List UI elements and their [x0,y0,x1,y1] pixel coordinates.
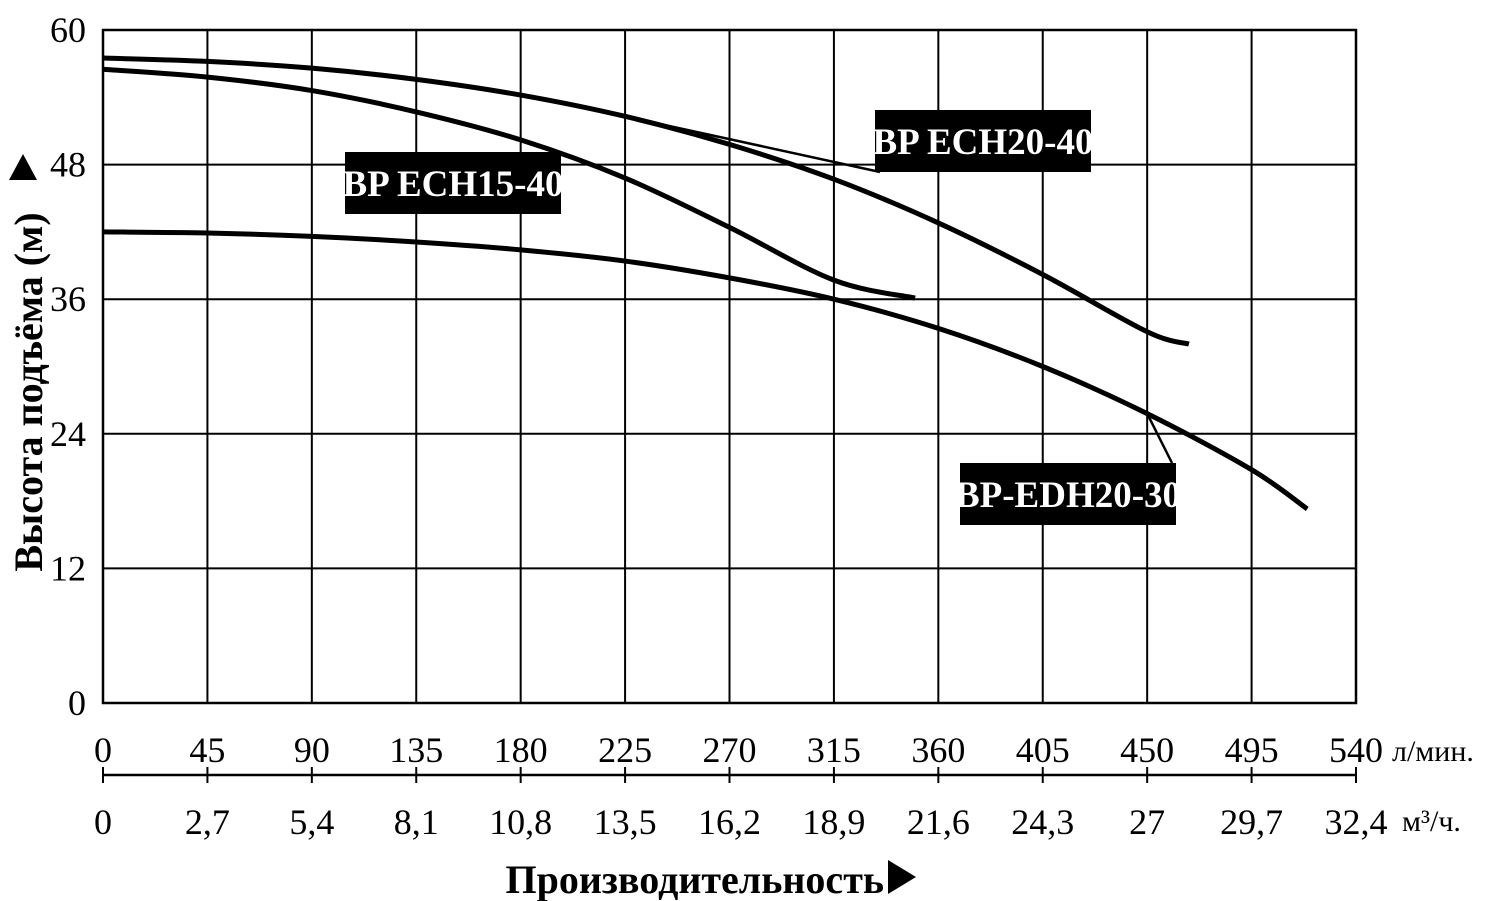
x-tick-label-m3h: 18,9 [802,802,865,842]
x-tick-label-m3h: 13,5 [594,802,657,842]
x-tick-label-lpm: 45 [189,730,225,770]
x-tick-label-m3h: 8,1 [394,802,439,842]
arrow-right-icon [888,860,916,894]
x-tick-label-lpm: 0 [94,730,112,770]
y-axis-title-group: Высота подъёма (м) [6,154,51,572]
series-labels: BP ECH20-40 BP ECH15-40 BP-EDH20-30 [343,110,1181,525]
series-label: BP ECH15-40 [343,164,564,205]
x-tick-label-lpm: 90 [294,730,330,770]
series-label-box [345,152,561,214]
y-tick-label: 60 [50,10,86,50]
series-curves [102,55,1309,511]
series-label: BP ECH20-40 [873,122,1094,163]
x-unit-lpm: л/мин. [1392,735,1474,768]
series-label-leader [1146,413,1174,464]
series-line [102,55,1190,347]
series-line [102,66,916,301]
x-tick-label-lpm: 135 [389,730,443,770]
plot-frame [101,28,1358,783]
x-tick-label-m3h: 0 [94,802,112,842]
x-axis-title: Производительность [505,857,884,901]
x-tick-label-lpm: 315 [807,730,861,770]
x-tick-label-m3h: 2,7 [185,802,230,842]
grid-lines [102,29,1357,704]
x-unit-m3h: м³/ч. [1402,805,1461,838]
x-tick-label-lpm: 405 [1016,730,1070,770]
series-label-leader [520,138,559,154]
series-label-box [875,110,1091,172]
x-tick-label-m3h: 32,4 [1325,802,1388,842]
x-tick-label-lpm: 360 [911,730,965,770]
x-axis-ticks-m3h: 0 2,7 5,4 8,1 10,8 13,5 16,2 18,9 21,6 24,3 27 29,7… [94,802,1388,842]
y-tick-label: 0 [68,683,86,723]
x-tick-label-m3h: 27 [1129,802,1165,842]
x-tick-label-m3h: 5,4 [289,802,334,842]
x-tick-label-lpm: 180 [494,730,548,770]
y-tick-label: 36 [50,279,86,319]
x-tick-label-lpm: 450 [1120,730,1174,770]
x-tick-label-lpm: 540 [1329,730,1383,770]
plot-border [101,28,1358,705]
y-tick-label: 12 [50,548,86,588]
series-label-leader [624,115,881,174]
arrow-up-icon [9,154,37,180]
x-tick-label-m3h: 24,3 [1011,802,1074,842]
x-axis-ticks-lpm: 0 45 90 135 180 225 270 315 360 405 450 495 540 [94,730,1383,770]
x-tick-label-m3h: 10,8 [489,802,552,842]
series-label: BP-EDH20-30 [955,475,1181,516]
x-tick-label-lpm: 495 [1225,730,1279,770]
series-label-box [960,463,1176,525]
x-tick-label-lpm: 270 [703,730,757,770]
y-axis-title: Высота подъёма (м) [6,212,51,571]
y-axis-ticks: 0 12 24 36 48 60 [50,10,86,723]
x-tick-label-lpm: 225 [598,730,652,770]
x-tick-label-m3h: 21,6 [907,802,970,842]
x-tick-label-m3h: 29,7 [1220,802,1283,842]
series-line [102,229,1309,511]
y-tick-label: 24 [50,414,86,454]
y-tick-label: 48 [50,145,86,185]
x-tick-label-m3h: 16,2 [698,802,761,842]
